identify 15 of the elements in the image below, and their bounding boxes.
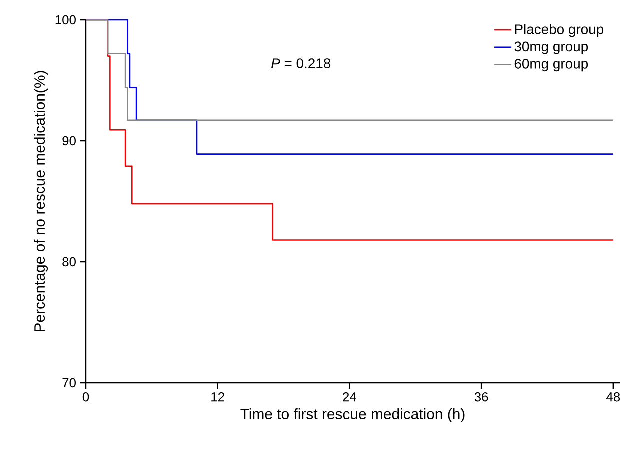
y-tick-label: 90 [62, 136, 76, 146]
x-tick-label: 24 [343, 392, 357, 402]
x-tick-label: 12 [212, 392, 224, 402]
y-tick-label: 80 [62, 257, 76, 267]
x-tick-label: 48 [606, 392, 620, 402]
x-axis-title: Time to first rescue medication (h) [240, 408, 465, 422]
y-axis-title: Percentage of no rescue medication(%) [34, 71, 48, 332]
legend-label: Placebo group [515, 24, 604, 38]
legend-label: 60mg group [514, 58, 588, 72]
legend-label: 30mg group [514, 42, 588, 54]
x-tick-label: 36 [474, 392, 488, 402]
annotation: P = 0.218 [272, 58, 331, 68]
y-tick-label: 100 [56, 15, 76, 25]
x-tick-label: 0 [82, 392, 90, 402]
y-tick-label: 70 [62, 378, 76, 388]
